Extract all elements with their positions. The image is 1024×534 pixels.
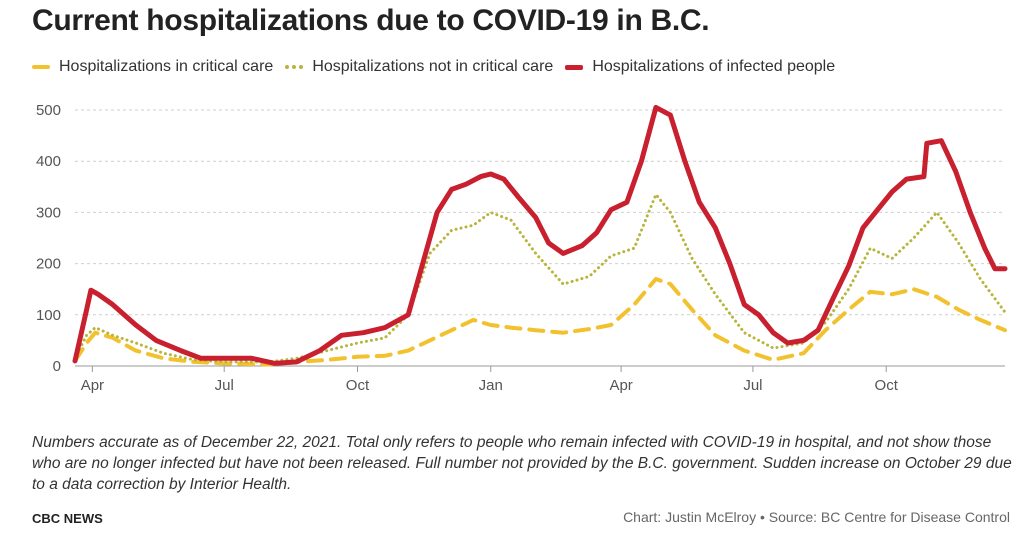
chart-grid: [75, 109, 1005, 316]
y-tick-label-200: 200: [36, 256, 61, 273]
legend-item-noncritical: Hospitalizations not in critical care: [285, 58, 553, 76]
y-tick-label-400: 400: [36, 153, 61, 170]
y-tick-label-100: 100: [36, 307, 61, 324]
x-tick-label-3: Jan: [479, 377, 503, 394]
chart-credit: Chart: Justin McElroy • Source: BC Centr…: [623, 509, 1010, 525]
x-tick-label-2: Oct: [346, 377, 370, 394]
x-tick-label-4: Apr: [609, 377, 632, 394]
legend-swatch-total: [565, 64, 584, 70]
y-tick-label-300: 300: [36, 204, 61, 221]
x-axis: Apr Jul Oct Jan Apr Jul Oct: [75, 365, 1005, 394]
series-line-1: [73, 193, 1007, 364]
chart-note: Numbers accurate as of December 22, 2021…: [32, 434, 1012, 493]
chart-legend: Hospitalizations in critical care Hospit…: [32, 58, 847, 76]
series-line-2: [72, 104, 1008, 366]
y-axis-labels: 0 100 200 300 400 500: [36, 102, 61, 375]
legend-item-critical: Hospitalizations in critical care: [32, 58, 273, 76]
y-tick-label-0: 0: [53, 358, 61, 375]
brand-logo-text: CBC NEWS: [32, 511, 103, 526]
x-tick-label-0: Apr: [81, 377, 104, 394]
x-tick-label-5: Jul: [743, 377, 762, 394]
chart-series: [72, 104, 1008, 367]
x-tick-label-6: Oct: [875, 377, 899, 394]
legend-label-total: Hospitalizations of infected people: [592, 58, 836, 75]
legend-label-noncritical: Hospitalizations not in critical care: [312, 58, 554, 75]
y-tick-label-500: 500: [36, 102, 61, 119]
series-line-0: [73, 277, 1007, 367]
legend-label-critical: Hospitalizations in critical care: [59, 58, 274, 75]
page-title: Current hospitalizations due to COVID-19…: [32, 4, 710, 37]
legend-item-total: Hospitalizations of infected people: [565, 58, 835, 76]
line-chart: 0 100 200 300 400 500 Apr Jul Oct Jan Apr Jul Oct: [36, 102, 1008, 394]
x-tick-label-1: Jul: [215, 377, 234, 394]
legend-swatch-noncritical: [285, 65, 304, 69]
legend-swatch-critical: [32, 65, 50, 69]
